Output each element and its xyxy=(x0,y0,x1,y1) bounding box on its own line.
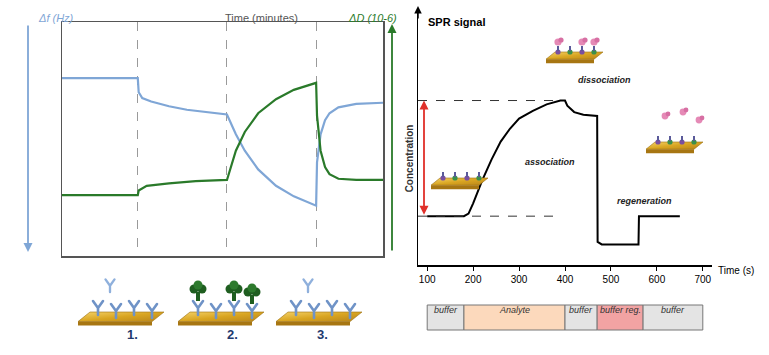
svg-text:200: 200 xyxy=(465,274,482,285)
svg-text:3.: 3. xyxy=(317,327,328,342)
svg-text:Time (minutes): Time (minutes) xyxy=(225,12,298,24)
svg-text:1.: 1. xyxy=(127,327,138,342)
svg-text:Concentration: Concentration xyxy=(404,125,415,193)
svg-text:500: 500 xyxy=(603,274,620,285)
svg-text:regeneration: regeneration xyxy=(617,196,672,206)
svg-text:700: 700 xyxy=(694,274,711,285)
svg-text:Analyte: Analyte xyxy=(499,305,530,315)
svg-text:SPR signal: SPR signal xyxy=(428,16,485,28)
svg-text:dissociation: dissociation xyxy=(578,75,631,85)
svg-text:300: 300 xyxy=(511,274,528,285)
svg-text:Δf (Hz): Δf (Hz) xyxy=(38,12,74,24)
svg-text:buffer: buffer xyxy=(434,305,458,315)
svg-text:Time (s): Time (s) xyxy=(718,265,754,276)
svg-text:400: 400 xyxy=(557,274,574,285)
svg-text:buffer reg.: buffer reg. xyxy=(600,305,641,315)
svg-text:600: 600 xyxy=(649,274,666,285)
svg-text:100: 100 xyxy=(419,274,436,285)
svg-text:ΔD (10-6): ΔD (10-6) xyxy=(348,12,397,24)
svg-text:buffer: buffer xyxy=(661,305,685,315)
svg-text:2.: 2. xyxy=(227,327,238,342)
svg-text:buffer: buffer xyxy=(569,305,593,315)
svg-text:association: association xyxy=(525,157,575,167)
